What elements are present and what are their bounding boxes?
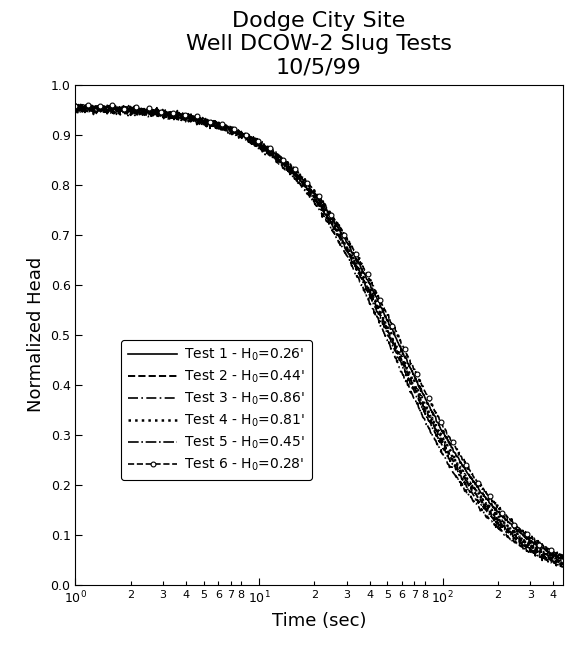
- Test 3 - H$_0$=0.86': [452, 473, 459, 481]
- Test 2 - H$_0$=0.44': [72, 105, 79, 112]
- Test 4 - H$_0$=0.81': [270, 150, 277, 158]
- Test 5 - H$_0$=0.45': [407, 382, 414, 389]
- Test 2 - H$_0$=0.44': [559, 560, 566, 567]
- Test 1 - H$_0$=0.26': [287, 163, 294, 171]
- Line: Test 3 - H$_0$=0.86': Test 3 - H$_0$=0.86': [75, 109, 563, 567]
- Test 6 - H$_0$=0.28': [74, 99, 81, 107]
- Test 3 - H$_0$=0.86': [122, 109, 129, 117]
- Test 2 - H$_0$=0.44': [407, 376, 414, 384]
- Test 2 - H$_0$=0.44': [75, 103, 82, 111]
- Test 5 - H$_0$=0.45': [287, 168, 294, 176]
- Title: Dodge City Site
Well DCOW-2 Slug Tests
10/5/99: Dodge City Site Well DCOW-2 Slug Tests 1…: [186, 11, 452, 77]
- Test 4 - H$_0$=0.81': [452, 458, 459, 465]
- Test 6 - H$_0$=0.28': [559, 551, 566, 558]
- Test 5 - H$_0$=0.45': [461, 478, 468, 486]
- Test 1 - H$_0$=0.26': [559, 555, 566, 563]
- Test 4 - H$_0$=0.81': [559, 558, 566, 566]
- Test 3 - H$_0$=0.86': [559, 564, 566, 571]
- Test 6 - H$_0$=0.28': [122, 104, 129, 112]
- Test 6 - H$_0$=0.28': [559, 553, 566, 561]
- Test 1 - H$_0$=0.26': [461, 465, 468, 473]
- Test 3 - H$_0$=0.86': [72, 108, 79, 116]
- Test 4 - H$_0$=0.81': [407, 370, 414, 378]
- Test 4 - H$_0$=0.81': [287, 166, 294, 174]
- Test 5 - H$_0$=0.45': [559, 561, 566, 569]
- Test 6 - H$_0$=0.28': [461, 459, 468, 467]
- Legend: Test 1 - H$_0$=0.26', Test 2 - H$_0$=0.44', Test 3 - H$_0$=0.86', Test 4 - H$_0$: Test 1 - H$_0$=0.26', Test 2 - H$_0$=0.4…: [121, 340, 311, 480]
- Test 2 - H$_0$=0.44': [122, 106, 129, 114]
- Test 3 - H$_0$=0.86': [461, 487, 468, 495]
- Test 6 - H$_0$=0.28': [287, 160, 294, 168]
- Test 6 - H$_0$=0.28': [72, 102, 79, 110]
- Line: Test 1 - H$_0$=0.26': Test 1 - H$_0$=0.26': [75, 105, 563, 559]
- Test 6 - H$_0$=0.28': [452, 444, 459, 452]
- Test 5 - H$_0$=0.45': [78, 104, 85, 112]
- Test 2 - H$_0$=0.44': [287, 168, 294, 176]
- Test 3 - H$_0$=0.86': [75, 105, 82, 113]
- Line: Test 5 - H$_0$=0.45': Test 5 - H$_0$=0.45': [75, 108, 563, 565]
- Test 4 - H$_0$=0.81': [72, 104, 79, 112]
- Test 3 - H$_0$=0.86': [287, 169, 294, 177]
- Test 1 - H$_0$=0.26': [452, 450, 459, 458]
- Test 1 - H$_0$=0.26': [270, 148, 277, 156]
- Test 6 - H$_0$=0.28': [270, 146, 277, 154]
- Test 4 - H$_0$=0.81': [86, 102, 93, 110]
- Test 2 - H$_0$=0.44': [461, 473, 468, 481]
- Test 1 - H$_0$=0.26': [407, 365, 414, 372]
- Line: Test 4 - H$_0$=0.81': Test 4 - H$_0$=0.81': [75, 106, 563, 562]
- Line: Test 2 - H$_0$=0.44': Test 2 - H$_0$=0.44': [75, 107, 563, 564]
- Test 1 - H$_0$=0.26': [122, 105, 129, 113]
- Test 5 - H$_0$=0.45': [452, 466, 459, 474]
- Test 5 - H$_0$=0.45': [270, 150, 277, 158]
- Test 4 - H$_0$=0.81': [461, 470, 468, 478]
- Test 1 - H$_0$=0.26': [75, 101, 82, 109]
- Test 1 - H$_0$=0.26': [72, 102, 79, 110]
- Test 6 - H$_0$=0.28': [407, 360, 414, 368]
- Test 3 - H$_0$=0.86': [407, 385, 414, 393]
- Test 2 - H$_0$=0.44': [452, 461, 459, 469]
- Test 5 - H$_0$=0.45': [72, 105, 79, 112]
- Y-axis label: Normalized Head: Normalized Head: [27, 257, 45, 412]
- Line: Test 6 - H$_0$=0.28': Test 6 - H$_0$=0.28': [73, 101, 565, 559]
- Test 5 - H$_0$=0.45': [559, 560, 566, 567]
- Test 2 - H$_0$=0.44': [559, 559, 566, 567]
- Test 1 - H$_0$=0.26': [559, 554, 566, 562]
- Test 2 - H$_0$=0.44': [270, 150, 277, 158]
- Test 5 - H$_0$=0.45': [122, 110, 129, 118]
- X-axis label: Time (sec): Time (sec): [272, 612, 366, 630]
- Test 3 - H$_0$=0.86': [270, 155, 277, 162]
- Test 4 - H$_0$=0.81': [122, 105, 129, 113]
